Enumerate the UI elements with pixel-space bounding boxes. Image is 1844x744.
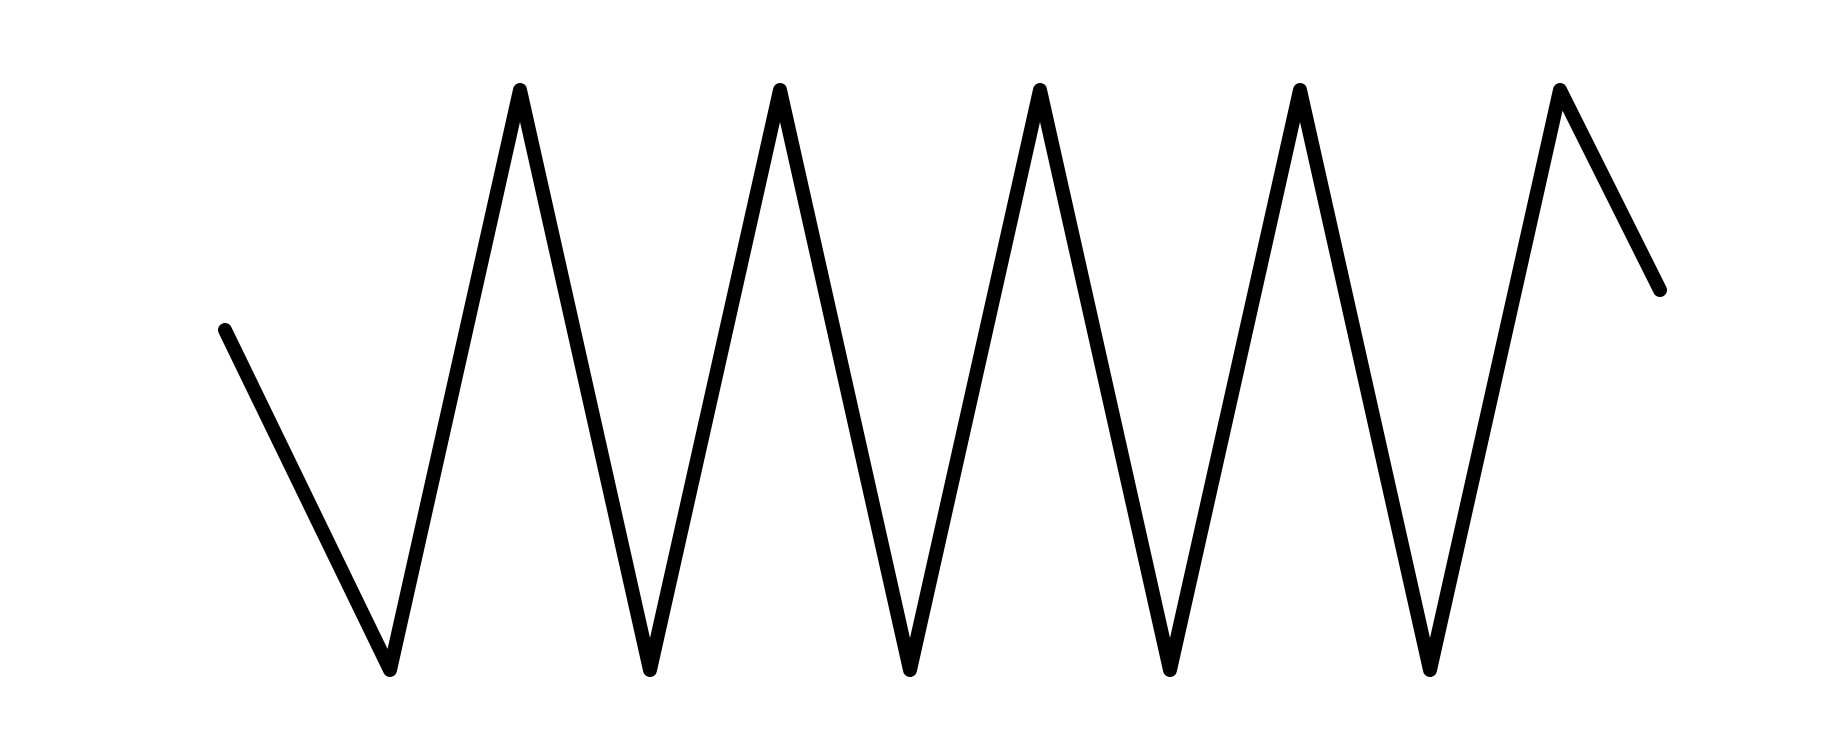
- zigzag-polyline: [225, 90, 1660, 670]
- zigzag-diagram: [0, 0, 1844, 744]
- zigzag-svg: [0, 0, 1844, 744]
